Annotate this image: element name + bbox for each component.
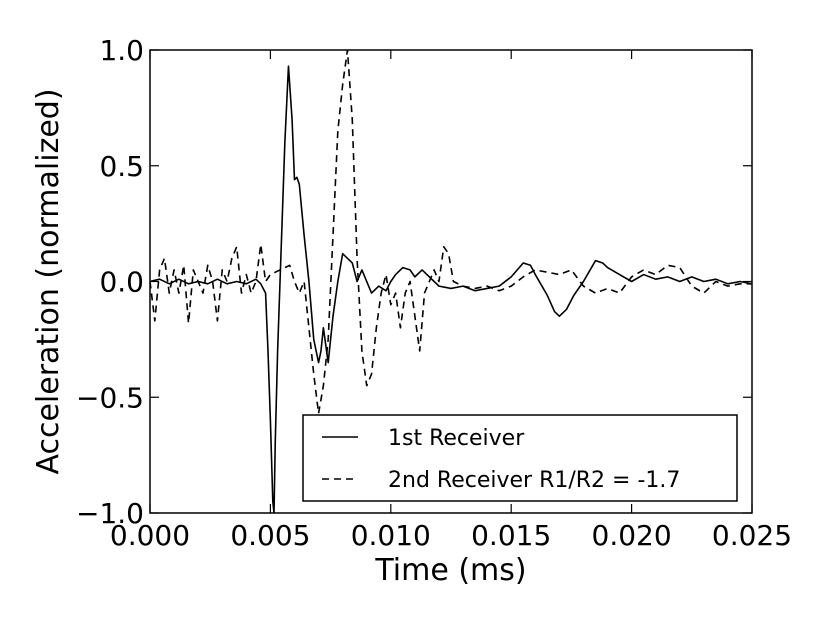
y-tick-label: 1.0 — [99, 34, 144, 67]
legend-frame — [302, 414, 738, 502]
x-tick-label: 0.005 — [230, 519, 310, 552]
y-tick-label: 0.5 — [99, 150, 144, 183]
legend: 1st Receiver 2nd Receiver R1/R2 = -1.7 — [302, 414, 738, 502]
series-line-1st-receiver — [150, 65, 752, 513]
x-axis-label: Time (ms) — [374, 553, 526, 588]
x-tick-label: 0.020 — [592, 519, 672, 552]
legend-label-1st-receiver: 1st Receiver — [388, 426, 525, 451]
x-tick-label: 0.025 — [712, 519, 792, 552]
y-tick-label: −1.0 — [76, 497, 144, 530]
x-tick-label: 0.000 — [110, 519, 190, 552]
y-axis-label: Acceleration (normalized) — [31, 88, 66, 474]
series-line-2nd-receiver — [150, 50, 752, 415]
x-tick-label: 0.015 — [471, 519, 551, 552]
y-tick-label: 0.0 — [99, 266, 144, 299]
y-tick-label: −0.5 — [76, 381, 144, 414]
legend-label-2nd-receiver: 2nd Receiver R1/R2 = -1.7 — [388, 468, 680, 493]
x-tick-label: 0.010 — [351, 519, 431, 552]
